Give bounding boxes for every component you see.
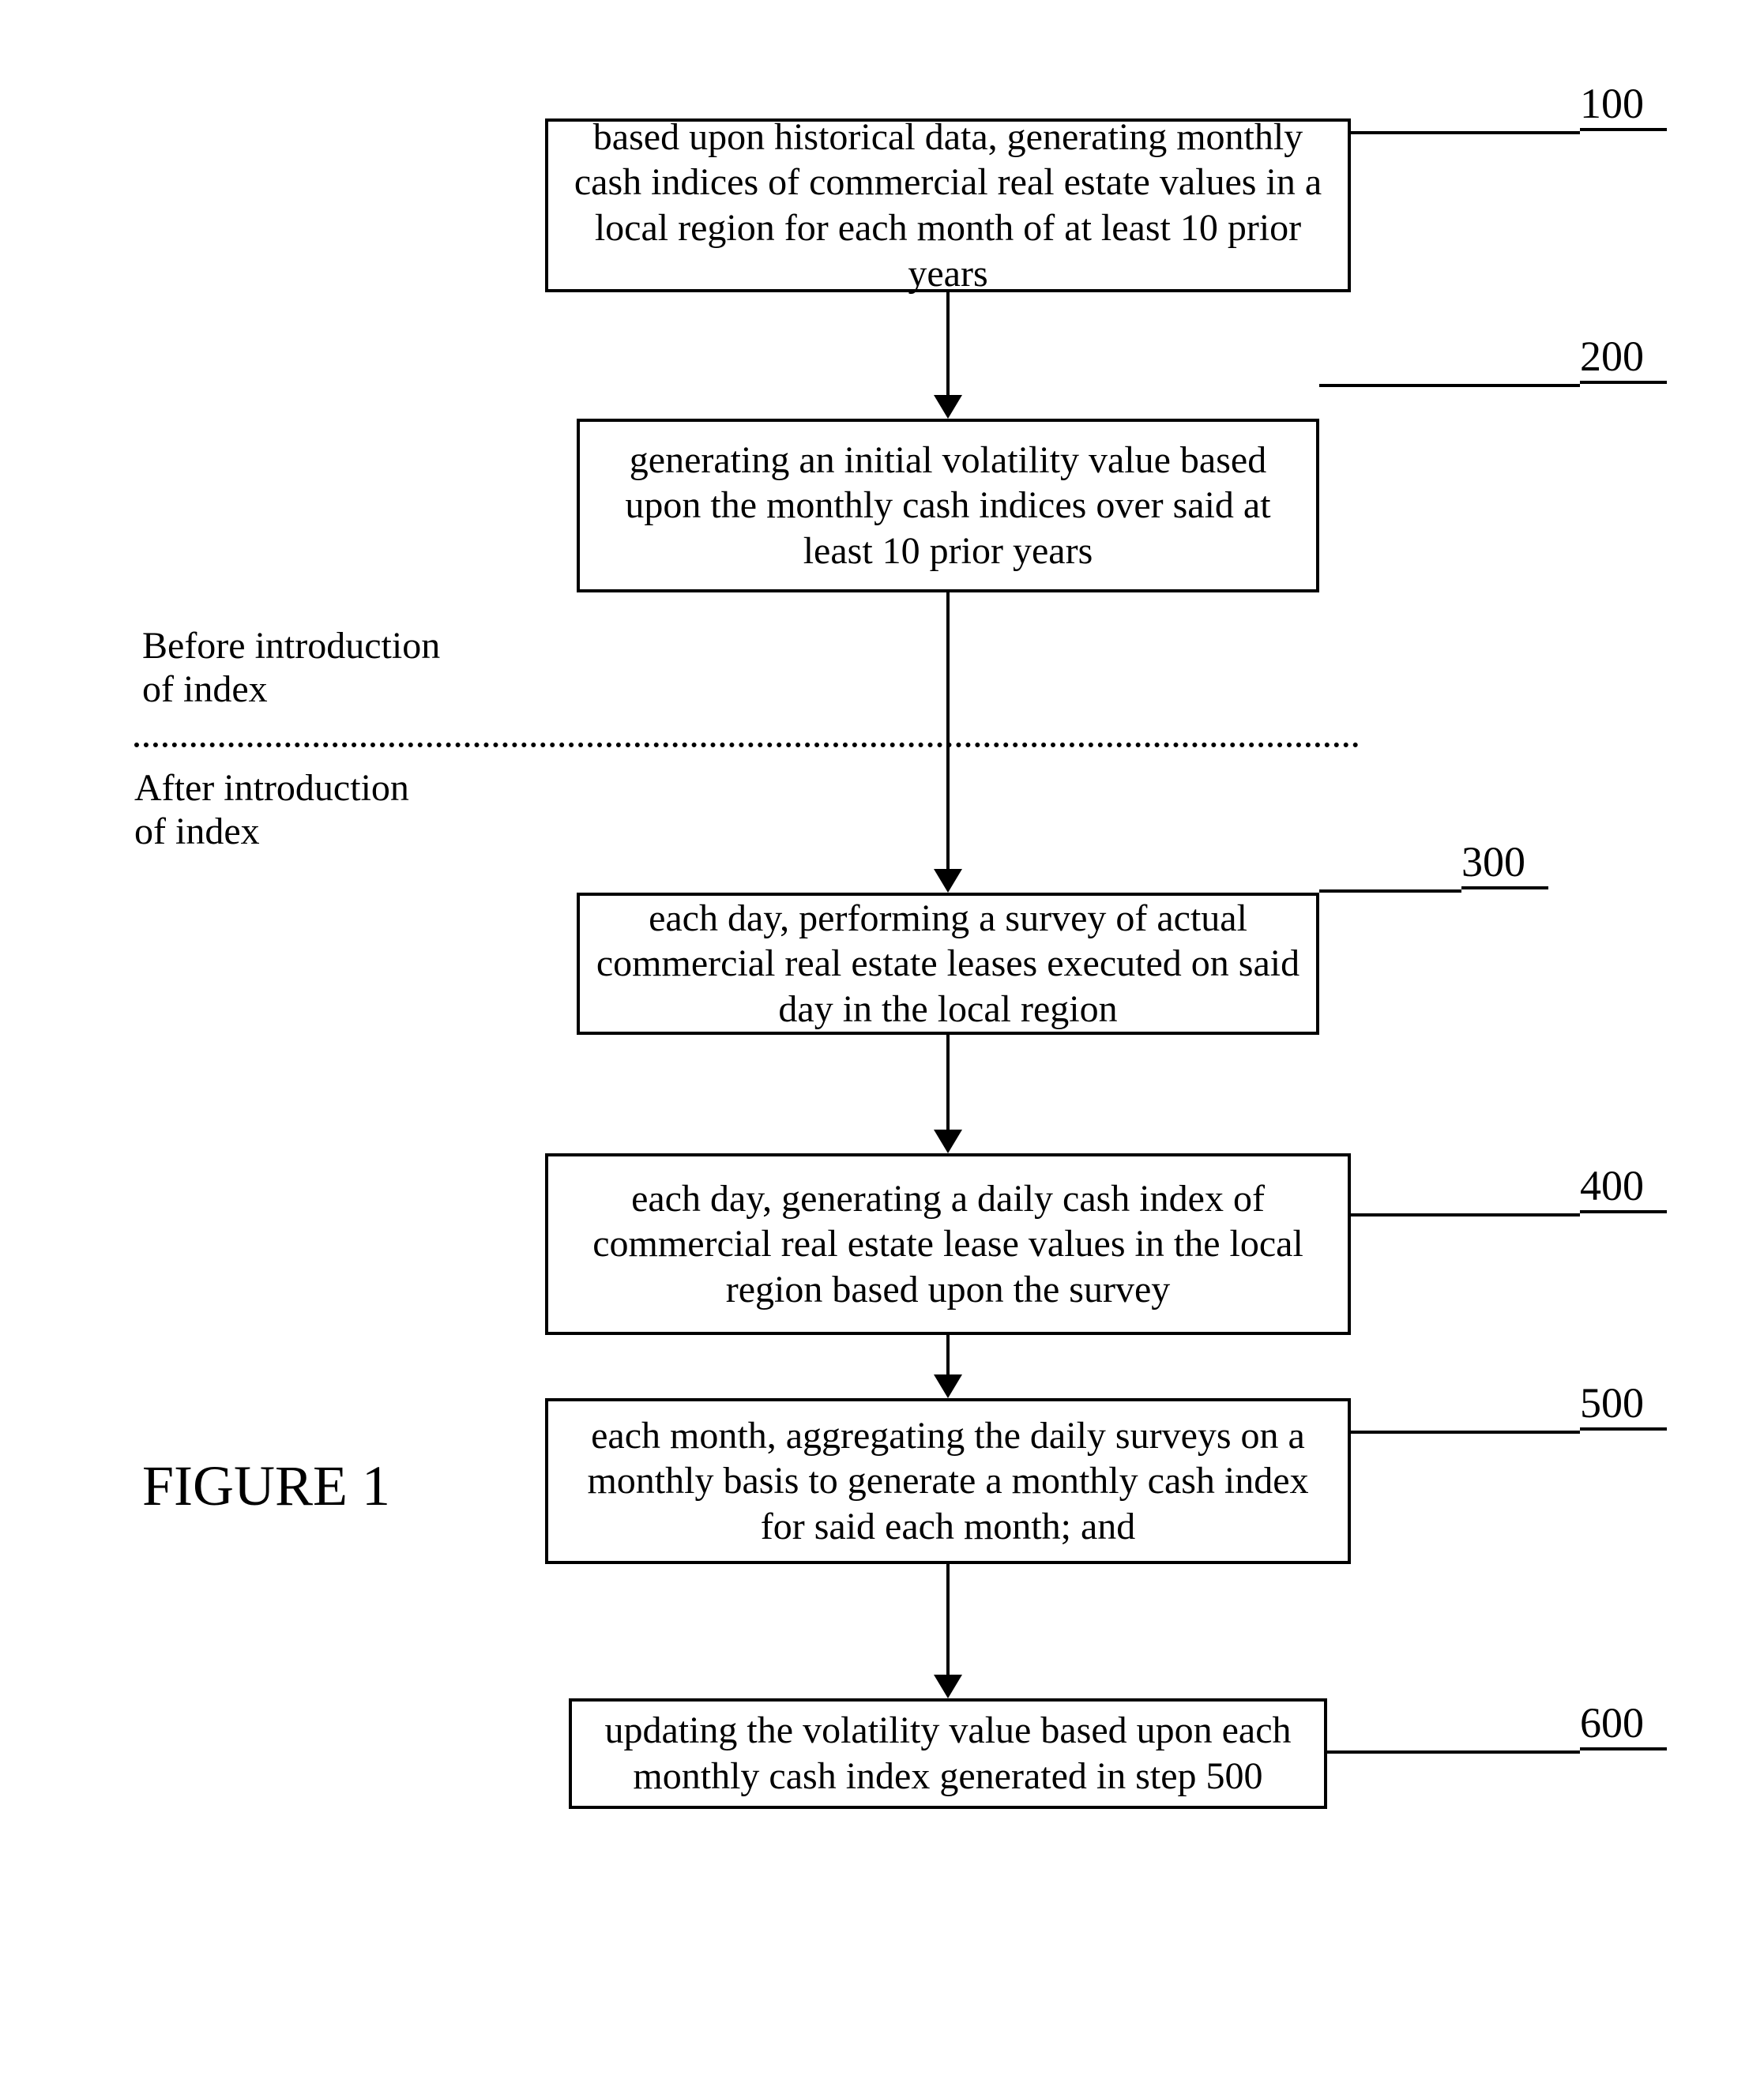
- leader-600: [1327, 1750, 1580, 1754]
- ref-num-100-text: 100: [1580, 80, 1644, 127]
- leader-500: [1351, 1431, 1580, 1434]
- leader-100: [1351, 131, 1580, 134]
- step-text-600: updating the volatility value based upon…: [588, 1708, 1308, 1799]
- arrow-400-500-head: [934, 1374, 962, 1398]
- step-box-300: each day, performing a survey of actual …: [577, 893, 1319, 1035]
- step-text-300: each day, performing a survey of actual …: [596, 896, 1300, 1032]
- ref-num-600-text: 600: [1580, 1699, 1644, 1747]
- arrow-100-200-stem: [946, 292, 950, 395]
- step-box-500: each month, aggregating the daily survey…: [545, 1398, 1351, 1564]
- arrow-200-300-head: [934, 869, 962, 893]
- ref-num-200-text: 200: [1580, 333, 1644, 380]
- step-box-200: generating an initial volatility value b…: [577, 419, 1319, 592]
- step-text-500: each month, aggregating the daily survey…: [564, 1413, 1332, 1550]
- leader-300: [1319, 889, 1461, 893]
- ref-num-300-text: 300: [1461, 838, 1525, 886]
- ref-num-500: 500: [1580, 1378, 1667, 1431]
- phase-divider: [134, 743, 1359, 747]
- ref-num-400-text: 400: [1580, 1162, 1644, 1209]
- step-box-100: based upon historical data, generating m…: [545, 118, 1351, 292]
- step-box-600: updating the volatility value based upon…: [569, 1698, 1327, 1809]
- label-before: Before introduction of index: [142, 624, 440, 711]
- label-after: After introduction of index: [134, 766, 409, 853]
- ref-num-400: 400: [1580, 1161, 1667, 1213]
- arrow-500-600-head: [934, 1675, 962, 1698]
- ref-num-500-text: 500: [1580, 1379, 1644, 1427]
- arrow-300-400-head: [934, 1130, 962, 1153]
- ref-num-200: 200: [1580, 332, 1667, 384]
- figure-label: FIGURE 1: [142, 1453, 390, 1519]
- ref-num-300: 300: [1461, 837, 1548, 889]
- arrow-100-200-head: [934, 395, 962, 419]
- step-box-400: each day, generating a daily cash index …: [545, 1153, 1351, 1335]
- leader-400: [1351, 1213, 1580, 1216]
- arrow-200-300-stem: [946, 592, 950, 869]
- flowchart-canvas: based upon historical data, generating m…: [0, 0, 1764, 2087]
- ref-num-100: 100: [1580, 79, 1667, 131]
- arrow-400-500-stem: [946, 1335, 950, 1374]
- arrow-300-400-stem: [946, 1035, 950, 1130]
- step-text-100: based upon historical data, generating m…: [564, 115, 1332, 296]
- ref-num-600: 600: [1580, 1698, 1667, 1750]
- leader-200: [1319, 384, 1580, 387]
- step-text-200: generating an initial volatility value b…: [596, 438, 1300, 574]
- arrow-500-600-stem: [946, 1564, 950, 1675]
- step-text-400: each day, generating a daily cash index …: [564, 1176, 1332, 1313]
